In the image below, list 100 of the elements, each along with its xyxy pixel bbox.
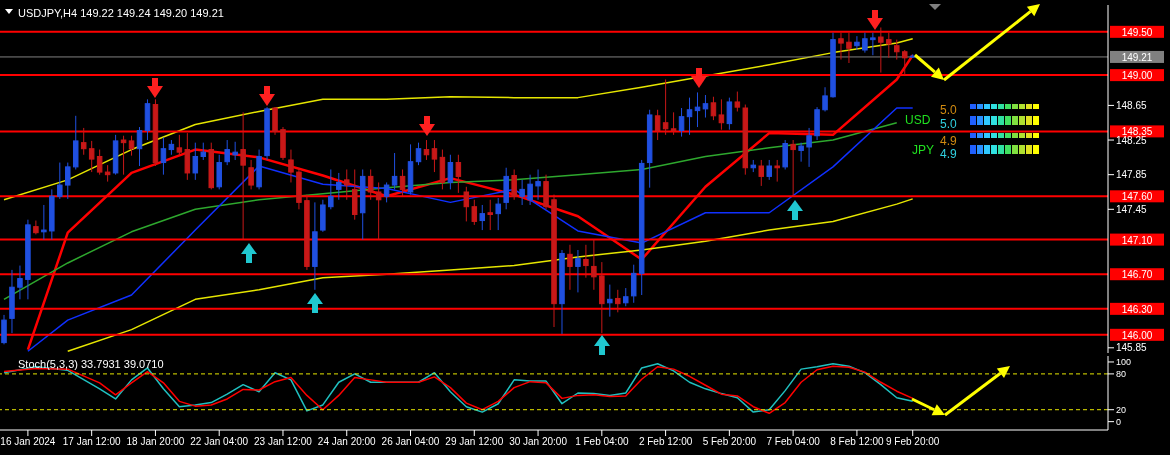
y-tick-label: 0: [1116, 416, 1122, 427]
ref-line-label: 149.21: [1121, 51, 1153, 63]
candlestick: [399, 168, 406, 197]
candlestick: [678, 107, 685, 138]
candlestick: [710, 96, 717, 121]
candlestick: [431, 139, 438, 173]
candlestick: [455, 154, 462, 194]
candlestick: [383, 181, 390, 203]
ref-line-label: 147.10: [1121, 234, 1153, 246]
annotation: USD: [905, 113, 931, 127]
x-tick-label: 7 Feb 04:00: [766, 436, 821, 448]
candlestick: [479, 204, 486, 231]
x-tick-label: 23 Jan 12:00: [254, 436, 313, 448]
candlestick: [415, 142, 422, 166]
candlestick: [375, 181, 382, 241]
ref-line-label: 149.00: [1121, 70, 1153, 82]
candlestick: [176, 134, 183, 156]
x-tick-label: 16 Jan 2024: [0, 436, 56, 448]
x-tick-label: 18 Jan 20:00: [126, 436, 185, 448]
candlestick: [734, 91, 741, 112]
y-tick-label: 148.65: [1116, 99, 1148, 111]
x-tick-label: 1 Feb 04:00: [575, 436, 629, 448]
candlestick: [662, 78, 669, 136]
x-tick-label: 24 Jan 20:00: [317, 436, 377, 448]
candlestick: [272, 106, 278, 136]
ref-line-label: 149.50: [1121, 26, 1153, 38]
candlestick: [288, 149, 294, 183]
candlestick: [862, 32, 868, 54]
candlestick: [367, 168, 374, 201]
annotation: 5.0: [940, 117, 957, 131]
candlestick: [120, 135, 127, 176]
candlestick: [136, 126, 143, 167]
ref-line-label: 147.60: [1121, 191, 1153, 203]
x-tick-label: 30 Jan 20:00: [509, 436, 568, 448]
candlestick: [670, 111, 677, 136]
candlestick: [902, 49, 908, 76]
candlestick: [336, 172, 342, 201]
candlestick: [878, 27, 884, 74]
candlestick: [128, 135, 135, 157]
candlestick: [447, 154, 454, 190]
candlestick: [463, 186, 470, 222]
candlestick: [838, 32, 844, 61]
annotation: 4.9: [940, 147, 957, 161]
y-tick-label: 145.85: [1116, 342, 1148, 354]
candlestick: [1, 314, 7, 345]
candlestick: [519, 179, 525, 206]
candlestick: [886, 32, 892, 59]
candlestick: [527, 174, 533, 206]
candlestick: [846, 32, 852, 64]
candlestick: [88, 140, 95, 173]
x-tick-label: 9 Feb 20:00: [886, 436, 940, 448]
candlestick: [232, 141, 238, 161]
candlestick: [615, 289, 621, 313]
candlestick: [423, 139, 430, 161]
candlestick: [575, 249, 581, 293]
chart-title: USDJPY,H4 149.22 149.24 149.20 149.21: [18, 7, 224, 19]
candlestick: [391, 152, 398, 190]
candlestick: [160, 136, 167, 176]
candlestick: [328, 168, 334, 210]
candlestick: [623, 287, 629, 307]
y-tick-label: 147.45: [1116, 203, 1148, 215]
x-tick-label: 29 Jan 12:00: [445, 436, 504, 448]
candlestick: [240, 111, 246, 241]
candlestick: [17, 265, 23, 300]
candlestick: [894, 39, 900, 61]
x-tick-label: 8 Feb 12:00: [830, 436, 885, 448]
x-tick-label: 17 Jan 12:00: [62, 436, 122, 448]
candlestick: [57, 162, 63, 200]
candlestick: [224, 139, 230, 166]
candlestick: [607, 284, 613, 318]
candlestick: [766, 159, 772, 181]
candlestick: [758, 159, 765, 187]
chart-title: Stoch(5,3,3) 33.7931 39.0710: [18, 358, 164, 370]
candlestick: [535, 168, 541, 201]
candlestick: [774, 159, 780, 183]
candlestick: [854, 35, 860, 51]
candlestick: [654, 109, 661, 141]
candlestick: [96, 149, 103, 176]
annotation: 4.9: [940, 134, 957, 148]
candlestick: [184, 132, 191, 181]
candlestick: [702, 94, 709, 119]
candlestick: [567, 244, 573, 291]
y-tick-label: 100: [1116, 357, 1132, 368]
ref-line-label: 146.30: [1121, 303, 1153, 315]
candlestick: [782, 139, 788, 170]
candlestick: [248, 159, 254, 190]
candlestick: [583, 244, 589, 279]
x-tick-label: 5 Feb 20:00: [702, 436, 757, 448]
candlestick: [686, 97, 693, 136]
candlestick: [790, 139, 796, 197]
ref-line-label: 146.00: [1121, 329, 1153, 341]
candlestick: [65, 162, 71, 200]
y-tick-label: 80: [1116, 369, 1127, 380]
annotation: 5.0: [940, 103, 957, 117]
candlestick: [344, 168, 350, 201]
candlestick: [726, 97, 733, 131]
candlestick: [511, 168, 517, 201]
ref-line-label: 146.70: [1121, 269, 1153, 281]
line-series: [3, 121, 898, 301]
x-tick-label: 22 Jan 04:00: [190, 436, 249, 448]
